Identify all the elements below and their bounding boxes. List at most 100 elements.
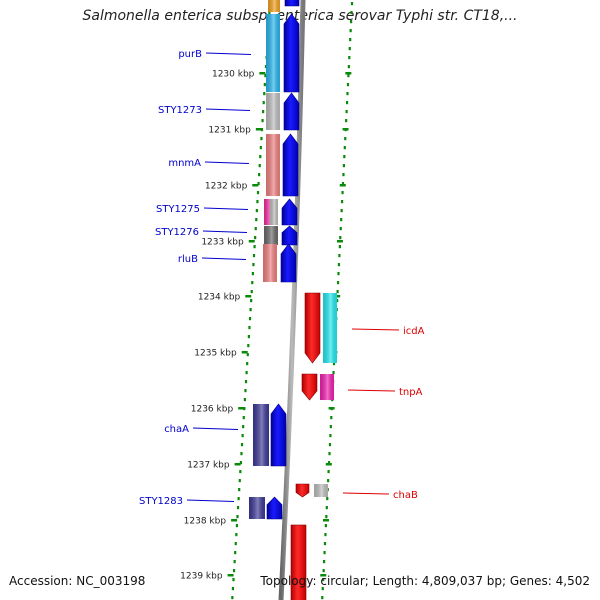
gene-arrow-tnpA <box>301 373 318 401</box>
track-dot <box>246 353 249 357</box>
tick-label: 1234 kbp <box>198 293 241 303</box>
track-dot <box>258 164 261 168</box>
label-leader-tnpA <box>347 389 396 392</box>
track-dot <box>323 560 326 564</box>
gene-arrow-rluB <box>280 243 297 283</box>
track-dot <box>239 461 243 465</box>
track-dot <box>329 434 332 438</box>
track-dot <box>254 236 257 240</box>
tick-mark-left <box>259 72 266 75</box>
track-dot <box>321 587 324 591</box>
track-dot <box>251 281 254 285</box>
topology-text: Topology: circular; Length: 4,809,037 bp… <box>260 574 590 588</box>
track-dot <box>324 533 327 537</box>
cog-box-chaA-shade <box>253 404 269 466</box>
track-dot <box>256 200 259 204</box>
gene-label-chaB[interactable]: chaB <box>393 490 418 501</box>
tick-label: 1238 kbp <box>184 517 227 527</box>
track-dot <box>341 191 344 195</box>
track-dot <box>248 317 252 321</box>
gene-label-mnmA[interactable]: mnmA <box>168 158 201 169</box>
tick-mark-right <box>323 519 329 522</box>
track-dot <box>243 398 246 402</box>
gene-features <box>249 0 337 600</box>
track-dot <box>241 434 244 438</box>
gene-label-tnpA[interactable]: tnpA <box>399 387 423 398</box>
tick-mark-left <box>248 240 255 243</box>
track-dot <box>260 128 264 132</box>
tick-marks: 1230 kbp 1231 kbp 1232 kbp 1233 kbp 1234 kbp… <box>180 70 352 582</box>
track-dot <box>342 173 345 177</box>
track-dot <box>350 11 353 15</box>
tick-label: 1233 kbp <box>201 238 244 248</box>
track-dot <box>260 137 263 141</box>
cog-box-mnmA-shade <box>266 134 280 196</box>
track-dot <box>251 272 254 276</box>
track-dot <box>261 119 264 123</box>
track-dot <box>344 137 347 141</box>
track-dot <box>255 209 258 213</box>
track-dot <box>340 218 343 222</box>
gene-arrow-purB <box>283 13 300 93</box>
track-dot <box>244 380 248 384</box>
map-title: Salmonella enterica subsp. enterica sero… <box>82 8 518 24</box>
gene-label-purB[interactable]: purB <box>178 49 202 60</box>
tick-mark-right <box>342 128 349 131</box>
track-dot <box>255 218 258 222</box>
track-dot <box>350 2 354 6</box>
tick-mark-left <box>238 407 245 410</box>
gene-arrow-STY1283 <box>266 496 283 520</box>
track-dot <box>347 74 350 78</box>
label-leader-mnmA <box>204 161 250 164</box>
track-dot <box>257 182 260 186</box>
track-dot <box>237 497 240 501</box>
tick-mark-right <box>345 72 352 75</box>
gene-label-STY1283[interactable]: STY1283 <box>139 496 183 507</box>
gene-label-STY1275[interactable]: STY1275 <box>156 204 200 215</box>
label-leader-STY1276 <box>202 230 248 233</box>
track-dot <box>239 470 242 474</box>
track-dot <box>250 290 253 294</box>
tick-mark-left <box>234 463 241 466</box>
track-dot <box>329 425 332 429</box>
cog-box-STY1273-shade <box>266 93 280 130</box>
cog-box-tnpA-shade <box>320 374 334 400</box>
tick-label: 1239 kbp <box>180 572 223 582</box>
gene-label-STY1276[interactable]: STY1276 <box>155 227 199 238</box>
track-dot <box>258 173 261 177</box>
track-dot <box>252 254 256 258</box>
track-dot <box>247 344 250 348</box>
track-dot <box>248 326 251 330</box>
track-dot <box>341 200 344 204</box>
track-dot <box>346 92 349 96</box>
gene-label-icdA[interactable]: icdA <box>403 326 425 337</box>
label-leader-STY1275 <box>203 207 249 210</box>
gene-label-rluB[interactable]: rluB <box>178 254 198 265</box>
cog-box-purB-shade <box>266 14 280 92</box>
track-dot <box>256 191 260 195</box>
track-dot <box>350 20 353 24</box>
track-dot <box>263 92 266 96</box>
cog-box-icdA-shade <box>323 293 337 363</box>
track-dot <box>236 515 239 519</box>
gene-arrow-STY1275 <box>281 198 298 226</box>
cog-box-STY1275-shade <box>264 199 274 225</box>
track-dot <box>242 425 245 429</box>
tick-mark-left <box>241 351 248 354</box>
track-dot <box>235 524 239 528</box>
track-dot <box>240 452 243 456</box>
gene-arrow-STY1273 <box>283 92 300 131</box>
track-dot <box>349 29 352 33</box>
track-dot <box>232 569 236 573</box>
tick-label: 1235 kbp <box>194 349 237 359</box>
gene-label-STY1273[interactable]: STY1273 <box>158 105 202 116</box>
track-dot <box>341 182 345 186</box>
track-dot <box>243 407 246 411</box>
tick-mark-right <box>339 184 346 187</box>
gene-label-chaA[interactable]: chaA <box>164 424 189 435</box>
track-dot <box>234 542 237 546</box>
track-dot <box>332 371 335 375</box>
tick-mark-right <box>334 295 341 298</box>
tick-mark-right <box>336 240 343 243</box>
